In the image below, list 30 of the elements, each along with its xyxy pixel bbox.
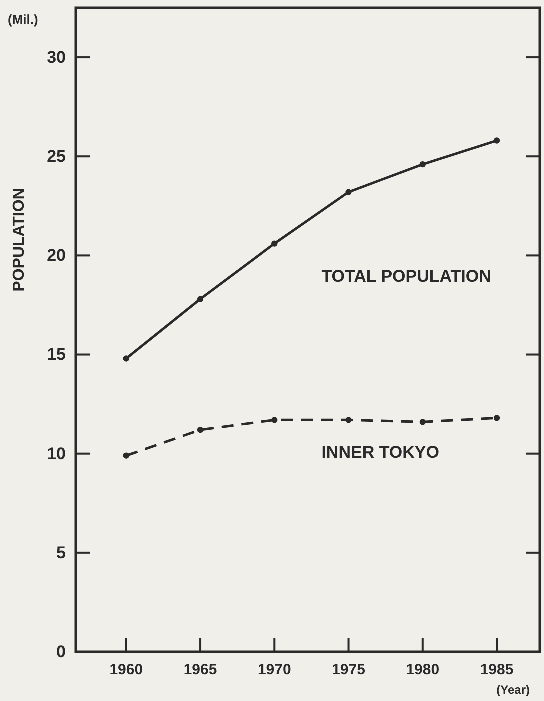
x-tick-label: 1975 — [332, 662, 366, 679]
text: (Mil.) — [8, 12, 38, 27]
point — [197, 426, 204, 434]
point — [123, 452, 130, 459]
x-tick-label: 1970 — [258, 662, 292, 679]
point — [272, 417, 278, 424]
point — [123, 356, 130, 362]
y-tick-label: 15 — [47, 345, 66, 364]
x-tick-label: 1960 — [110, 662, 144, 679]
point — [494, 138, 500, 144]
y-tick-label: 30 — [47, 48, 66, 67]
point — [420, 161, 426, 168]
x-tick-label: 1980 — [406, 662, 440, 679]
point — [420, 419, 426, 426]
point — [197, 296, 204, 302]
series-label: INNER TOKYO — [322, 443, 440, 462]
y-tick-label: 25 — [47, 147, 66, 166]
x-tick-label: 1985 — [480, 662, 514, 679]
x-axis-title: (Year) — [496, 683, 530, 697]
point — [346, 417, 352, 424]
y-tick-label: 5 — [56, 543, 66, 562]
point — [494, 415, 500, 422]
y-tick-label: 20 — [47, 246, 66, 266]
text: TOTAL POPULATION — [322, 266, 492, 286]
point — [272, 240, 278, 247]
y-tick-label: 10 — [47, 444, 66, 464]
y-axis-title: POPULATION — [11, 188, 28, 292]
y-tick-label: 0 — [56, 642, 66, 662]
x-tick-label: 1965 — [184, 662, 218, 679]
point — [346, 189, 352, 196]
